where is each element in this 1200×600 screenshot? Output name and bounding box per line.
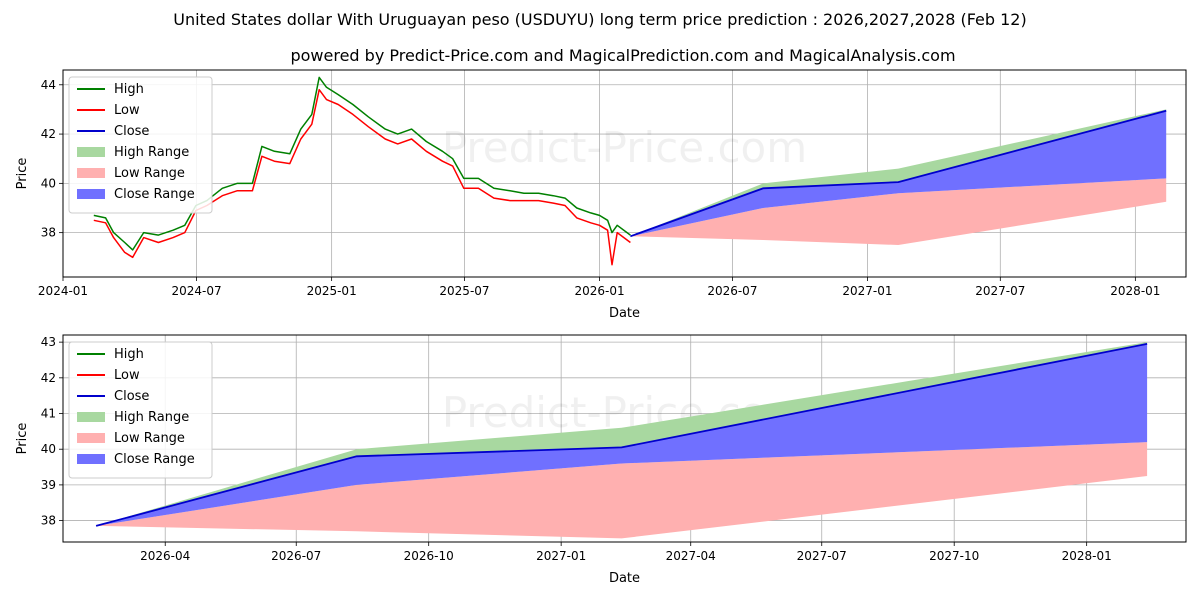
x-tick-label: 2026-07 — [271, 549, 321, 563]
legend-high-range-label: High Range — [114, 410, 189, 425]
chart-title: United States dollar With Uruguayan peso… — [173, 10, 1026, 29]
x-tick-label: 2025-07 — [439, 284, 489, 298]
high-series-line — [93, 76, 631, 251]
x-axis-label: Date — [609, 306, 640, 321]
y-tick-label: 38 — [41, 514, 56, 528]
x-tick-label: 2025-01 — [307, 284, 357, 298]
legend-close-label: Close — [114, 389, 149, 404]
legend-close-range-label: Close Range — [114, 452, 195, 467]
y-axis-label: Price — [15, 158, 30, 190]
legend-low-range-swatch — [77, 168, 105, 178]
legend-high-label: High — [114, 82, 144, 97]
y-axis-label: Price — [15, 423, 30, 455]
y-tick-label: 40 — [41, 442, 56, 456]
plot-frame — [62, 69, 1187, 278]
x-tick-label: 2024-01 — [38, 284, 88, 298]
x-tick-label: 2027-01 — [842, 284, 892, 298]
plot-frame — [62, 334, 1187, 543]
y-tick-label: 40 — [41, 176, 56, 190]
x-tick-label: 2024-07 — [172, 284, 222, 298]
x-tick-label: 2028-01 — [1062, 549, 1112, 563]
watermark: Predict-Price.com — [442, 123, 807, 172]
low-series-line — [93, 88, 631, 266]
legend-low-range-label: Low Range — [114, 166, 185, 181]
x-tick-label: 2027-04 — [666, 549, 716, 563]
y-tick-label: 38 — [41, 226, 56, 240]
x-tick-label: 2027-10 — [929, 549, 979, 563]
legend: High Low Close High Range Low Range Close Ran… — [68, 341, 213, 479]
legend-close-range-swatch — [77, 189, 105, 199]
x-tick-label: 2028-01 — [1110, 284, 1160, 298]
legend-low-range-label: Low Range — [114, 431, 185, 446]
x-tick-label: 2027-07 — [797, 549, 847, 563]
x-tick-label: 2026-04 — [140, 549, 190, 563]
chart-panel-forecast: 2026-04 2026-07 2026-10 2027-01 2027-04 2027-… — [15, 334, 1187, 586]
legend-high-range-swatch — [77, 412, 105, 422]
y-tick-label: 43 — [41, 335, 56, 349]
legend-low-label: Low — [114, 103, 140, 118]
legend-high-range-label: High Range — [114, 145, 189, 160]
legend-close-range-label: Close Range — [114, 187, 195, 202]
legend-high-label: High — [114, 347, 144, 362]
y-tick-label: 44 — [41, 78, 56, 92]
x-tick-label: 2026-01 — [574, 284, 624, 298]
x-tick-label: 2026-10 — [404, 549, 454, 563]
close-forecast-line — [95, 343, 1148, 527]
high-range-area — [630, 109, 1167, 237]
x-tick-label: 2027-01 — [536, 549, 586, 563]
chart-subtitle: powered by Predict-Price.com and Magical… — [290, 46, 955, 65]
legend-low-range-swatch — [77, 433, 105, 443]
y-tick-label: 42 — [41, 371, 56, 385]
legend-low-label: Low — [114, 368, 140, 383]
close-range-area — [96, 343, 1148, 526]
high-range-area — [96, 342, 1148, 526]
low-range-area — [630, 178, 1167, 245]
chart-panel-long-term: 2024-01 2024-07 2025-01 2025-07 2026-01 2026-… — [15, 69, 1187, 321]
x-tick-label: 2027-07 — [975, 284, 1025, 298]
x-axis-label: Date — [609, 571, 640, 586]
legend: High Low Close High Range Low Range Close Ran… — [68, 76, 213, 214]
x-tick-label: 2026-07 — [707, 284, 757, 298]
close-range-area — [630, 110, 1167, 237]
legend-high-range-swatch — [77, 147, 105, 157]
low-range-area — [96, 442, 1148, 539]
y-tick-label: 39 — [41, 478, 56, 492]
close-forecast-line — [630, 109, 1167, 238]
y-tick-label: 41 — [41, 407, 56, 421]
legend-close-label: Close — [114, 124, 149, 139]
y-tick-label: 42 — [41, 127, 56, 141]
legend-close-range-swatch — [77, 454, 105, 464]
